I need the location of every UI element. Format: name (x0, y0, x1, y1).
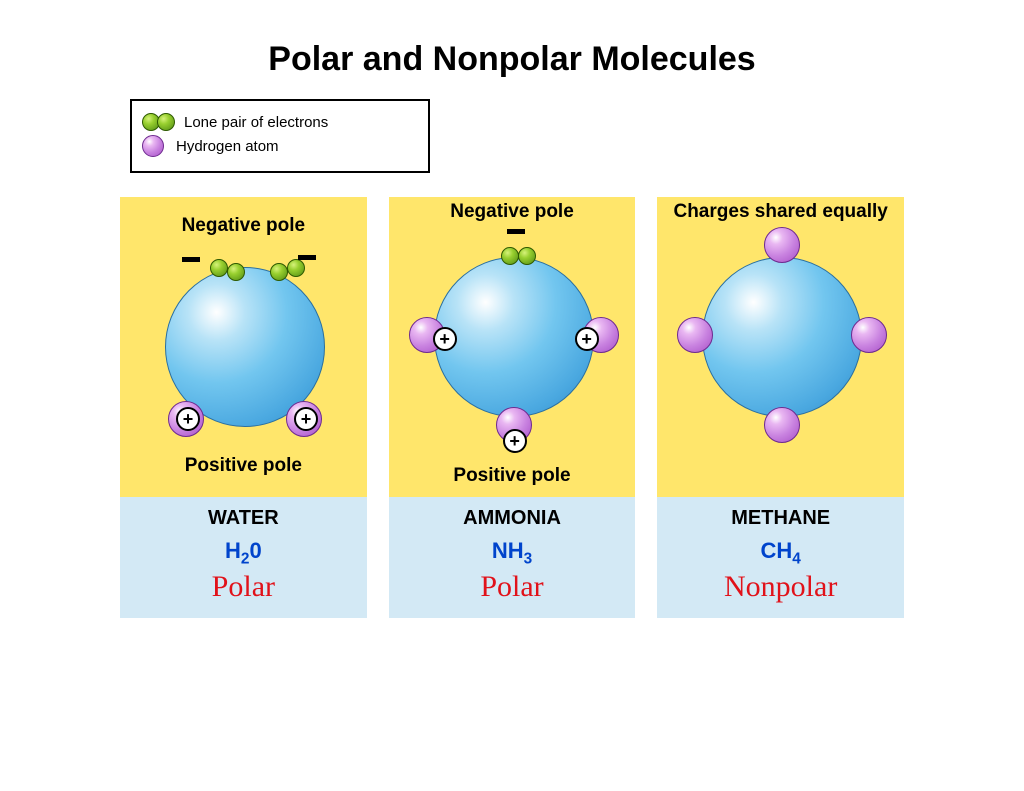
legend-hydrogen-label: Hydrogen atom (176, 138, 279, 155)
plus-icon: + (503, 429, 527, 453)
legend-box: Lone pair of electrons Hydrogen atom (130, 99, 430, 173)
polarity-label: Polar (395, 570, 630, 604)
electron-icon (501, 247, 519, 265)
legend-electrons-label: Lone pair of electrons (184, 114, 328, 131)
bottom-caption: Positive pole (389, 465, 636, 487)
molecule-panel: Negative pole + + + Positive pole AMMONIA NH3P… (389, 197, 636, 618)
panels-row: Negative pole++Positive poleWATERH20Pola… (0, 197, 1024, 618)
molecule-diagram: Charges shared equally (657, 197, 904, 497)
polarity-label: Nonpolar (663, 570, 898, 604)
molecule-formula: NH3 (395, 538, 630, 568)
molecule-formula: H20 (126, 538, 361, 568)
molecule-name: WATER (126, 507, 361, 530)
hydrogen-atom (764, 407, 800, 443)
top-caption: Charges shared equally (657, 201, 904, 223)
molecule-labelbox: METHANE CH4Nonpolar (657, 497, 904, 618)
molecule-labelbox: WATER H20Polar (120, 497, 367, 618)
polarity-label: Polar (126, 570, 361, 604)
minus-icon (182, 257, 200, 262)
minus-icon (507, 229, 525, 234)
plus-icon: + (294, 407, 318, 431)
top-caption: Negative pole (389, 201, 636, 223)
molecule-diagram: Negative pole + + Positive pole (120, 197, 367, 497)
molecule-name: METHANE (663, 507, 898, 530)
molecule-panel: Negative pole + + Positive pole WATER H20Pola… (120, 197, 367, 618)
central-atom (434, 257, 594, 417)
molecule-formula: CH4 (663, 538, 898, 568)
legend-row-hydrogen: Hydrogen atom (142, 135, 418, 157)
electron-icon (270, 263, 288, 281)
plus-icon: + (575, 327, 599, 351)
central-atom (702, 257, 862, 417)
molecule-labelbox: AMMONIA NH3Polar (389, 497, 636, 618)
molecule-panel: Charges shared equally METHANE CH4Nonpolar (657, 197, 904, 618)
plus-icon: + (433, 327, 457, 351)
hydrogen-icon (142, 135, 164, 157)
electron-pair-icon (142, 113, 172, 131)
page-title: Polar and Nonpolar Molecules (0, 0, 1024, 99)
legend-row-electrons: Lone pair of electrons (142, 113, 418, 131)
minus-icon (298, 255, 316, 260)
electron-icon (210, 259, 228, 277)
electron-icon (518, 247, 536, 265)
plus-icon: + (176, 407, 200, 431)
electron-icon (287, 259, 305, 277)
molecule-diagram: Negative pole + + + Positive pole (389, 197, 636, 497)
hydrogen-atom (851, 317, 887, 353)
bottom-caption: Positive pole (120, 455, 367, 477)
top-caption: Negative pole (120, 215, 367, 237)
molecule-name: AMMONIA (395, 507, 630, 530)
electron-icon (227, 263, 245, 281)
